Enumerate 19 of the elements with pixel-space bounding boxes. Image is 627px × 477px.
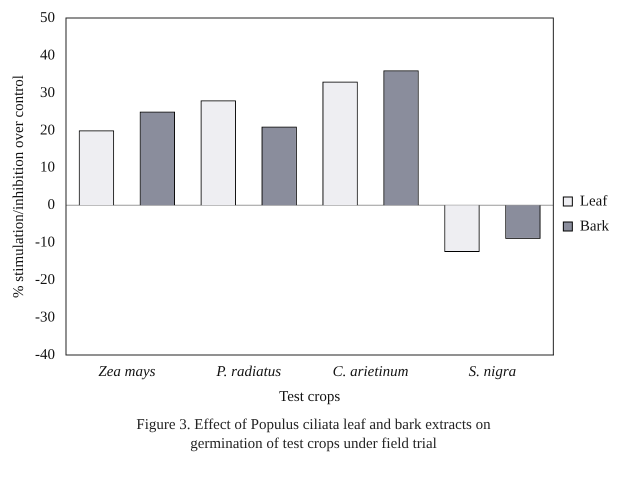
- y-tick-label: 20: [40, 122, 55, 138]
- x-axis-title: Test crops: [279, 388, 340, 405]
- legend-label: Bark: [580, 218, 610, 234]
- x-tick-label: C. arietinum: [332, 364, 409, 380]
- y-tick-label: -40: [34, 346, 55, 363]
- y-axis-title: % stimulation/inhibition over control: [10, 75, 27, 298]
- y-tick-label: 30: [40, 84, 55, 101]
- y-tick-label: -10: [34, 234, 55, 251]
- x-tick-label: P. radiatus: [215, 364, 282, 380]
- y-tick-label: 10: [40, 160, 55, 176]
- caption: Figure 3. Effect of Populus ciliata leaf and bark extracts on germination of test crops under field trial: [135, 416, 492, 454]
- legend-label: Leaf: [580, 193, 608, 210]
- y-tick-label: -20: [34, 272, 55, 288]
- y-tick-label: 50: [40, 10, 55, 26]
- y-tick-label: -30: [34, 309, 55, 326]
- x-tick-label: S. nigra: [468, 364, 516, 380]
- y-tick-label: 40: [40, 47, 55, 64]
- y-tick-label: 0: [47, 197, 55, 214]
- x-tick-label: Zea mays: [98, 364, 156, 380]
